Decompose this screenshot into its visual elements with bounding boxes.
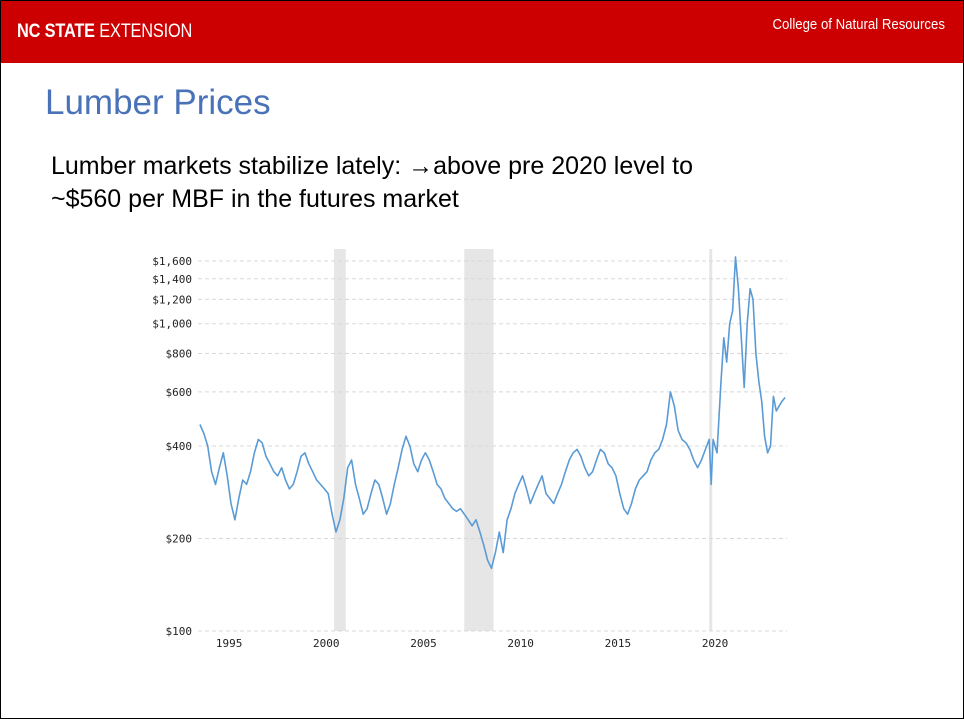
body-line-2: ~$560 per MBF in the futures market: [51, 185, 459, 213]
x-tick-label-2: 2005: [410, 637, 437, 650]
recession-band-2: [709, 249, 713, 631]
brand-logo: NC STATE EXTENSION: [17, 21, 192, 43]
body-line-1: Lumber markets stabilize lately: →above …: [51, 152, 693, 180]
slide-body: Lumber markets stabilize lately: →above …: [51, 150, 931, 216]
x-axis-ticks: 1995 2000 2005 2010 2015 2020: [216, 637, 728, 650]
brand-rest: EXTENSION: [94, 21, 193, 42]
recession-band-1: [464, 249, 494, 631]
y-tick-label-2: $400: [166, 440, 193, 453]
x-tick-label-4: 2015: [605, 637, 632, 650]
recession-bands: [334, 249, 713, 631]
x-tick-label-5: 2020: [702, 637, 729, 650]
x-tick-label-1: 2000: [313, 637, 340, 650]
x-tick-label-3: 2010: [507, 637, 534, 650]
y-axis-ticks: $100 $200 $400 $600 $800 $1,000 $1,200 $1,400 $1…: [152, 255, 192, 638]
y-tick-label-4: $800: [166, 347, 193, 360]
grid-lines: [198, 260, 787, 632]
series-layer: [199, 256, 786, 570]
recession-band-0: [334, 249, 346, 631]
y-tick-label-0: $100: [166, 625, 193, 638]
y-tick-label-7: $1,400: [152, 273, 192, 286]
slide-title: Lumber Prices: [45, 83, 271, 122]
y-tick-label-8: $1,600: [152, 255, 192, 268]
x-tick-label-0: 1995: [216, 637, 243, 650]
college-name: College of Natural Resources: [772, 16, 945, 33]
header-banner: NC STATE EXTENSION College of Natural Re…: [1, 1, 963, 63]
y-tick-label-1: $200: [166, 532, 193, 545]
y-tick-label-3: $600: [166, 386, 193, 399]
series-line-0: [199, 256, 786, 570]
y-tick-label-6: $1,200: [152, 293, 192, 306]
brand-strong: NC STATE: [17, 21, 95, 42]
y-tick-label-5: $1,000: [152, 318, 192, 331]
